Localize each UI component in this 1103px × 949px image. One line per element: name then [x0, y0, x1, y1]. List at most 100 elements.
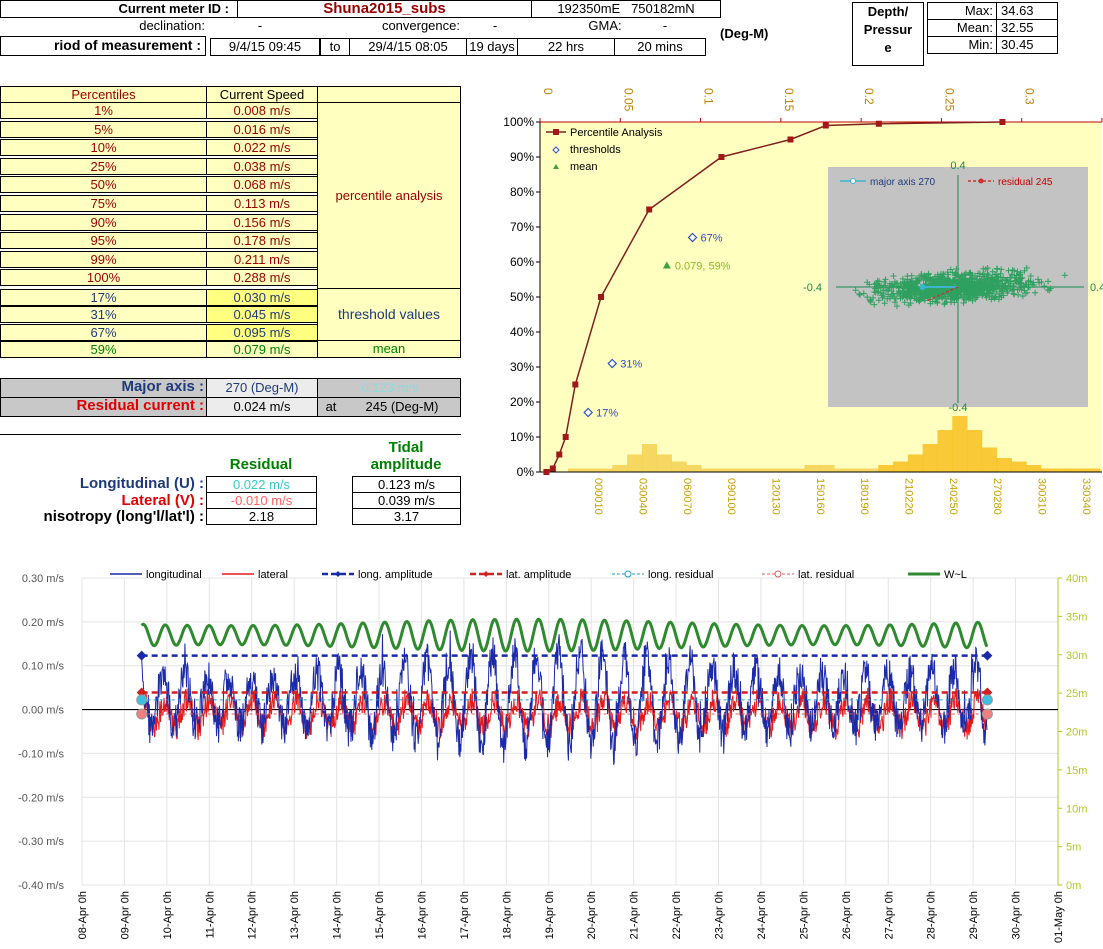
- period-hours: 22 hrs: [517, 38, 615, 56]
- scatter-point: [908, 272, 915, 279]
- scatter-point: [919, 273, 926, 280]
- y-tick-label: 10%: [510, 430, 534, 444]
- y2-tick-label: 30m: [1066, 650, 1087, 662]
- scatter-point: [991, 294, 998, 301]
- y-tick-label: 0%: [517, 465, 535, 479]
- scatter-point: [907, 300, 914, 307]
- depth-max-label: Max:: [927, 2, 997, 20]
- depth-label-3: e: [884, 40, 892, 55]
- row-7-speed: 0.178 m/s: [206, 232, 318, 250]
- residual-current-speed: 0.024 m/s: [233, 399, 291, 414]
- histogram-bar: [656, 454, 672, 472]
- scatter-point: [899, 288, 906, 295]
- y-tick-label: 40%: [510, 325, 534, 339]
- y-tick-label: 0.10 m/s: [22, 661, 65, 673]
- scatter-point: [892, 281, 899, 288]
- row-8-percentile: 99%: [0, 250, 207, 268]
- x-tick-label: 27-Apr 0h: [883, 891, 895, 939]
- legend-marker: [774, 570, 782, 578]
- y2-tick-label: 15m: [1066, 765, 1087, 777]
- scatter-point: [1035, 276, 1042, 283]
- y-tick-label: 90%: [510, 150, 534, 164]
- y-tick-label: 80%: [510, 185, 534, 199]
- x-tick-label: 21-Apr 0h: [629, 891, 641, 939]
- row-4-percentile: 50%: [0, 176, 207, 194]
- declination-value: -: [257, 18, 263, 33]
- scatter-point: [950, 278, 957, 285]
- scatter-point: [866, 281, 873, 288]
- percentile-point: [572, 381, 579, 388]
- scatter-point: [1036, 279, 1043, 286]
- scatter-point: [934, 299, 941, 306]
- percentile-point: [646, 206, 653, 213]
- scatter-point: [1019, 293, 1026, 300]
- scatter-point: [857, 291, 864, 298]
- constant-marker: [982, 687, 993, 698]
- scatter-point: [878, 292, 885, 299]
- x-tick-label: 11-Apr 0h: [204, 891, 216, 939]
- scatter-point: [904, 289, 911, 296]
- scatter-tick-right: 0.4: [1090, 282, 1103, 294]
- annotation-label: 31%: [620, 359, 642, 371]
- histogram-category-label: 150160: [814, 478, 826, 515]
- scatter-point: [977, 284, 984, 291]
- histogram-bar: [937, 430, 953, 472]
- legend-label: long. residual: [648, 569, 713, 581]
- scatter-point: [960, 300, 967, 307]
- histogram-category-label: 000010: [592, 478, 604, 515]
- scatter-point: [981, 274, 988, 281]
- scatter-point: [1018, 286, 1025, 293]
- inset-legend-residual-label: residual 245: [998, 177, 1053, 188]
- scatter-point: [984, 277, 991, 284]
- scatter-point: [1009, 267, 1016, 274]
- histogram-bar: [568, 468, 584, 472]
- scatter-point: [941, 300, 948, 307]
- histogram-category-label: 330340: [1080, 478, 1092, 515]
- x-tick-label: 08-Apr 0h: [77, 891, 89, 939]
- threshold-0-percentile: 17%: [0, 289, 207, 306]
- histogram-bar: [1085, 468, 1101, 472]
- scatter-point: [931, 288, 938, 295]
- scatter-tick-left: -0.4: [803, 282, 822, 294]
- deg-unit: (Deg-M): [720, 26, 769, 41]
- scatter-point: [969, 274, 976, 281]
- histogram-bar: [627, 454, 643, 472]
- residual-direction: 245 (Deg-M): [365, 399, 439, 414]
- scatter-point: [954, 293, 961, 300]
- percentile-point: [543, 469, 550, 475]
- histogram-bar: [863, 468, 879, 472]
- histogram-bar: [1070, 468, 1086, 472]
- scatter-point: [944, 287, 951, 294]
- y-tick-label: 60%: [510, 255, 534, 269]
- y2-tick-label: 25m: [1066, 688, 1087, 700]
- histogram-bar: [834, 468, 850, 472]
- row-7-percentile: 95%: [0, 232, 207, 250]
- scatter-point: [1022, 290, 1029, 297]
- lateral-tidal: 0.039 m/s: [352, 492, 461, 509]
- percentile-point: [875, 120, 882, 127]
- histogram-bar: [745, 468, 761, 472]
- longitudinal-line: [141, 630, 988, 765]
- scatter-point: [946, 279, 953, 286]
- scatter-point: [916, 298, 923, 305]
- scatter-point: [998, 266, 1005, 273]
- scatter-point: [927, 292, 934, 299]
- y-tick-label: 50%: [510, 290, 534, 304]
- scatter-point: [1012, 277, 1019, 284]
- x-tick-label: 14-Apr 0h: [332, 891, 344, 939]
- row-9-speed: 0.288 m/s: [206, 269, 318, 287]
- scatter-point: [914, 275, 921, 282]
- scatter-point: [1010, 283, 1017, 290]
- scatter-point: [962, 272, 969, 279]
- scatter-point: [891, 299, 898, 306]
- scatter-point: [964, 282, 971, 289]
- legend-label: lateral: [258, 569, 288, 581]
- scatter-point: [925, 274, 932, 281]
- percentile-point: [787, 136, 794, 143]
- scatter-point: [1007, 278, 1014, 285]
- y2-tick-label: 10m: [1066, 803, 1087, 815]
- row-3-speed: 0.038 m/s: [206, 157, 318, 175]
- y-tick-label: 30%: [510, 360, 534, 374]
- scatter-point: [934, 271, 941, 278]
- x-tick-label: 0.1: [702, 88, 716, 105]
